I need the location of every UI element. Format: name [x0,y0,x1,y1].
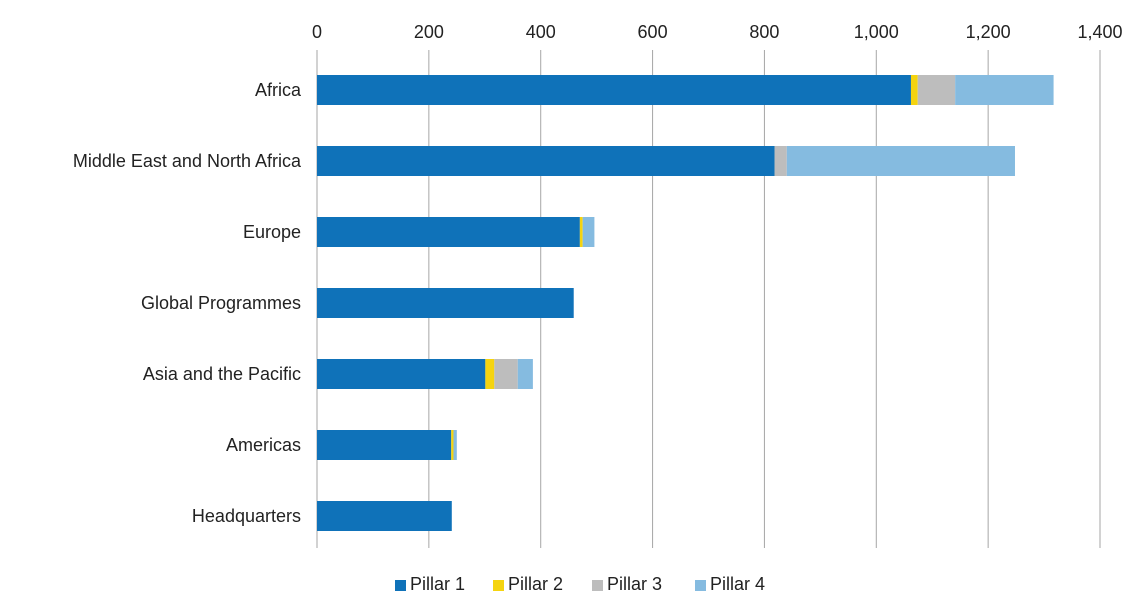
bar-segment-pillar-1 [317,288,574,318]
bar-segment-pillar-2 [579,217,583,247]
category-label: Africa [255,80,302,100]
bar-segment-pillar-1 [317,217,580,247]
bar-segment-pillar-4 [582,217,595,247]
bar-segment-pillar-1 [317,359,486,389]
bar-segment-pillar-1 [317,430,452,460]
legend-label: Pillar 4 [710,574,765,594]
x-tick-label: 0 [312,22,322,42]
x-tick-label: 600 [638,22,668,42]
bar-segment-pillar-3 [774,146,787,176]
bar-segment-pillar-1 [317,146,775,176]
bar-segment-pillar-2 [485,359,495,389]
legend-label: Pillar 3 [607,574,662,594]
x-tick-label: 400 [526,22,556,42]
legend-swatch-pillar-2 [493,580,504,591]
x-tick-label: 1,000 [854,22,899,42]
bar-segment-pillar-1 [317,501,452,531]
category-label: Asia and the Pacific [143,364,301,384]
legend: Pillar 1 Pillar 2 Pillar 3 Pillar 4 [395,574,765,594]
bar-segment-pillar-4 [786,146,1015,176]
bar-segment-pillar-3 [917,75,956,105]
category-label: Middle East and North Africa [73,151,302,171]
bar-segment-pillar-4 [517,359,533,389]
legend-swatch-pillar-4 [695,580,706,591]
bar-segment-pillar-3 [494,359,518,389]
legend-label: Pillar 1 [410,574,465,594]
legend-swatch-pillar-1 [395,580,406,591]
category-label: Europe [243,222,301,242]
bar-segment-pillar-4 [955,75,1054,105]
category-labels: Africa Middle East and North Africa Europe… [73,80,302,526]
bar-segment-pillar-4 [453,430,457,460]
legend-label: Pillar 2 [508,574,563,594]
category-label: Americas [226,435,301,455]
bar-segment-pillar-1 [317,75,911,105]
x-tick-label: 800 [749,22,779,42]
legend-swatch-pillar-3 [592,580,603,591]
category-label: Headquarters [192,506,301,526]
x-tick-label: 200 [414,22,444,42]
bars [317,75,1054,531]
x-tick-label: 1,400 [1077,22,1122,42]
x-tick-label: 1,200 [966,22,1011,42]
bar-segment-pillar-2 [910,75,918,105]
category-label: Global Programmes [141,293,301,313]
bar-segment-pillar-2 [451,430,454,460]
x-axis-ticks: 0 200 400 600 800 1,000 1,200 1,400 [312,22,1123,42]
